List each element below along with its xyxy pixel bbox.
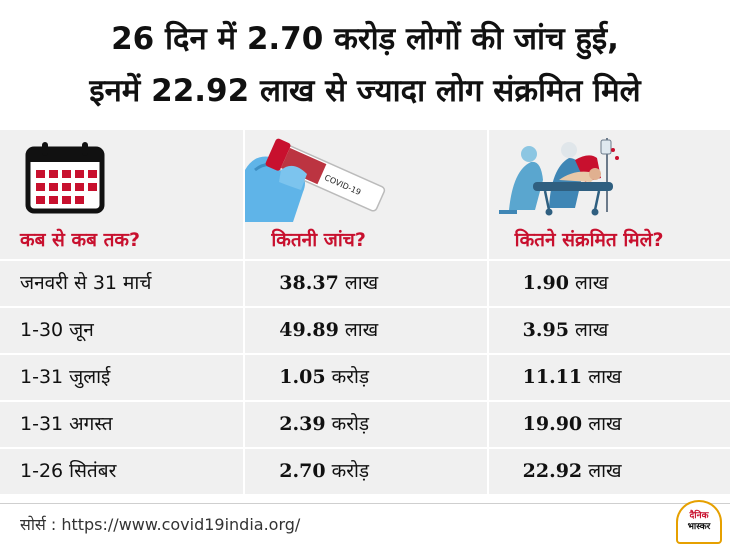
source-bar: सोर्स : https://www.covid19india.org/ bbox=[0, 503, 730, 548]
period-cell: जनवरी से 31 मार्च bbox=[0, 261, 244, 306]
header-row: कब से कब तक? कितनी जांच? कितने संक्रमित … bbox=[0, 222, 730, 259]
table-row: 1-26 सितंबर 2.70 करोड़ 22.92 लाख bbox=[0, 447, 730, 494]
calendar-icon bbox=[25, 142, 105, 214]
column-header-tests: कितनी जांच? bbox=[245, 222, 487, 259]
calendar-icon-cell bbox=[0, 130, 244, 222]
patient-stretcher-illustration bbox=[498, 138, 619, 216]
infected-cell: 22.92 लाख bbox=[488, 449, 730, 494]
data-table: COVID-19 bbox=[0, 130, 730, 494]
icon-row: COVID-19 bbox=[0, 130, 730, 222]
period-cell: 1-30 जून bbox=[0, 308, 244, 353]
test-tube-image-cell: COVID-19 bbox=[245, 130, 487, 222]
period-cell: 1-31 जुलाई bbox=[0, 355, 244, 400]
logo-line-1: दैनिक bbox=[689, 511, 709, 521]
tests-cell: 2.70 करोड़ bbox=[245, 449, 487, 494]
infected-cell: 3.95 लाख bbox=[488, 308, 730, 353]
tests-cell: 1.05 करोड़ bbox=[245, 355, 487, 400]
period-cell: 1-26 सितंबर bbox=[0, 449, 244, 494]
table-row: 1-31 जुलाई 1.05 करोड़ 11.11 लाख bbox=[0, 353, 730, 400]
table-row: 1-30 जून 49.89 लाख 3.95 लाख bbox=[0, 306, 730, 353]
covid-test-tube-image: COVID-19 bbox=[245, 138, 386, 222]
logo-line-2: भास्कर bbox=[687, 522, 711, 532]
infected-cell: 11.11 लाख bbox=[488, 355, 730, 400]
tests-cell: 38.37 लाख bbox=[245, 261, 487, 306]
stretcher-image-cell bbox=[488, 130, 730, 222]
tests-cell: 49.89 लाख bbox=[245, 308, 487, 353]
table-row: जनवरी से 31 मार्च 38.37 लाख 1.90 लाख bbox=[0, 259, 730, 306]
headline-line-2: इनमें 22.92 लाख से ज्यादा लोग संक्रमित म… bbox=[89, 73, 641, 109]
column-header-infected: कितने संक्रमित मिले? bbox=[488, 222, 730, 259]
infected-cell: 1.90 लाख bbox=[488, 261, 730, 306]
period-cell: 1-31 अगस्त bbox=[0, 402, 244, 447]
infected-cell: 19.90 लाख bbox=[488, 402, 730, 447]
source-text: सोर्स : https://www.covid19india.org/ bbox=[20, 515, 301, 534]
publisher-logo: दैनिक भास्कर bbox=[676, 500, 722, 544]
headline-line-1: 26 दिन में 2.70 करोड़ लोगों की जांच हुई, bbox=[111, 21, 619, 57]
table-row: 1-31 अगस्त 2.39 करोड़ 19.90 लाख bbox=[0, 400, 730, 447]
tests-cell: 2.39 करोड़ bbox=[245, 402, 487, 447]
column-header-period: कब से कब तक? bbox=[0, 222, 244, 259]
headline: 26 दिन में 2.70 करोड़ लोगों की जांच हुई,… bbox=[0, 0, 730, 130]
